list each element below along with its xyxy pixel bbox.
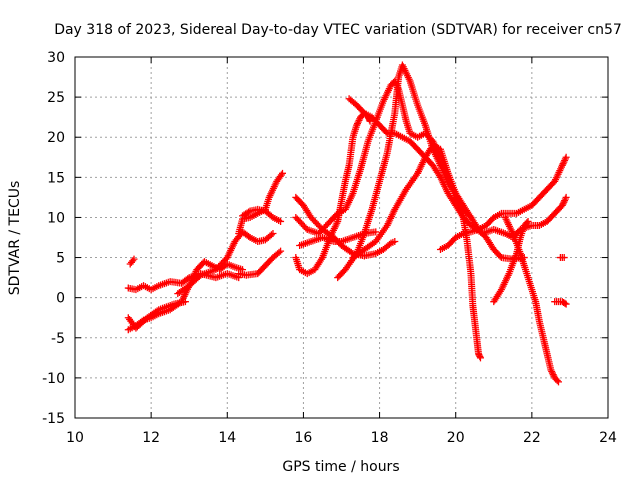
data-point [496, 252, 504, 260]
series-arc-12 [292, 77, 484, 362]
y-tick-label: 25 [47, 90, 65, 106]
x-tick-label: 14 [218, 430, 236, 446]
x-tick-label: 22 [523, 430, 541, 446]
data-point [354, 118, 362, 126]
data-point [245, 208, 253, 216]
series-arc-17 [490, 217, 532, 306]
series-arc-18 [501, 213, 563, 386]
data-point [476, 354, 484, 362]
data-point [558, 161, 566, 169]
series-arc-6 [235, 247, 285, 279]
data-point [524, 217, 532, 225]
data-point [561, 155, 569, 163]
series-arc-1 [126, 255, 138, 268]
data-point [355, 116, 363, 124]
data-point [561, 197, 569, 205]
data-point [353, 121, 361, 129]
data-point [277, 247, 285, 255]
series-arc-4 [124, 298, 189, 332]
y-tick-label: 20 [47, 130, 65, 146]
y-axis-label: SDTVAR / TECUs [7, 181, 23, 296]
data-point [559, 160, 567, 168]
data-point [523, 219, 531, 227]
series-arc-15 [334, 61, 528, 282]
x-tick-label: 12 [142, 430, 160, 446]
data-point [347, 248, 355, 256]
series-arc-5 [174, 228, 277, 298]
data-point [153, 307, 161, 315]
data-point [353, 120, 361, 128]
data-point [555, 378, 563, 386]
data-point [560, 254, 568, 262]
series-arc-7 [235, 169, 286, 237]
series-arc-19 [551, 298, 570, 308]
y-tick-label: 15 [47, 170, 65, 186]
data-point [547, 366, 555, 374]
data-point [277, 217, 285, 225]
y-tick-label: -5 [51, 331, 65, 347]
series-arc-20 [556, 254, 568, 262]
data-point [561, 195, 569, 203]
data-series [124, 61, 570, 386]
y-tick-label: 5 [56, 251, 65, 267]
data-point [549, 371, 557, 379]
data-point [560, 198, 568, 206]
data-point [561, 156, 569, 164]
series-arc-8 [239, 205, 285, 225]
data-point [277, 171, 285, 179]
data-point [269, 229, 277, 237]
series-arc-16 [436, 153, 570, 254]
y-tick-label: -10 [42, 371, 65, 387]
data-point [129, 257, 137, 265]
chart-title: Day 318 of 2023, Sidereal Day-to-day VTE… [54, 22, 622, 38]
data-point [548, 369, 556, 377]
x-tick-label: 24 [599, 430, 617, 446]
x-tick-label: 10 [66, 430, 84, 446]
data-point [181, 298, 189, 306]
data-point [562, 300, 570, 308]
data-point [562, 153, 570, 161]
data-point [561, 299, 569, 307]
grid [75, 57, 608, 418]
data-point [558, 201, 566, 209]
data-point [548, 367, 556, 375]
y-tick-label: -15 [42, 411, 65, 427]
data-point [562, 193, 570, 201]
x-tick-label: 16 [295, 430, 313, 446]
x-tick-label: 18 [371, 430, 389, 446]
data-point [267, 231, 275, 239]
data-point [130, 255, 138, 263]
data-point [391, 238, 399, 246]
data-point [278, 169, 286, 177]
axis-ticks: 10 12 14 16 18 20 22 24 -15 -10 -5 0 5 10 15 20 25 30 [42, 50, 617, 446]
y-tick-label: 30 [47, 50, 65, 66]
data-point [553, 377, 561, 385]
data-point [559, 200, 567, 208]
y-tick-label: 0 [56, 291, 65, 307]
y-tick-label: 10 [47, 210, 65, 226]
x-tick-label: 20 [447, 430, 465, 446]
data-point [275, 248, 283, 256]
plot-frame [74, 56, 609, 419]
x-axis-label: GPS time / hours [282, 459, 399, 475]
data-point [560, 158, 568, 166]
data-point [372, 228, 380, 236]
